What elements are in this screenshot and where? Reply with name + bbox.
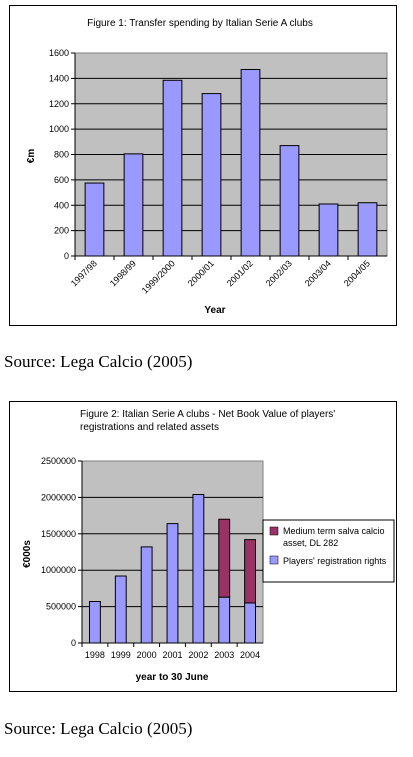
chart-1-x-tick-label: 1997/98: [69, 258, 99, 288]
chart-2-legend: Medium term salva calcio asset, DL 282 P…: [262, 519, 395, 583]
chart-1: Figure 1: Transfer spending by Italian S…: [26, 18, 388, 316]
chart-2-bar-segment: [218, 596, 231, 644]
chart-2-y-tick-label: 2000000: [41, 492, 76, 502]
chart-2-x-tick-label: 2000: [137, 650, 157, 660]
chart-2: Figure 2: Italian Serie A clubs - Net Bo…: [22, 409, 395, 683]
chart-2-x-tick-label: 2003: [214, 650, 234, 660]
chart-2-title-line-1: Figure 2: Italian Serie A clubs - Net Bo…: [80, 409, 335, 420]
chart-1-bar: [201, 93, 222, 257]
chart-2-bar-segment: [244, 539, 257, 604]
chart-2-bar-segment: [88, 601, 101, 644]
chart-1-bar: [279, 145, 300, 257]
chart-1-x-tick-label: 1998/99: [108, 258, 138, 288]
legend-label-salva-calcio-line-2: asset, DL 282: [283, 538, 338, 548]
chart-2-y-tick-label: 2500000: [41, 456, 76, 466]
chart-2-bar-segment: [140, 546, 153, 644]
legend-swatch-salva-calcio: [269, 526, 279, 536]
legend-label-registration-rights: Players' registration rights: [283, 556, 387, 566]
chart-2-x-tick-label: 1998: [85, 650, 105, 660]
chart-1-y-tick-label: 1400: [49, 73, 69, 83]
chart-2-bar-segment: [114, 575, 127, 644]
legend-box: [262, 519, 395, 583]
chart-2-x-tick-label: 2001: [162, 650, 182, 660]
chart-1-bar: [240, 68, 261, 257]
chart-2-y-tick-label: 500000: [46, 602, 76, 612]
chart-1-bar: [357, 202, 378, 257]
chart-1-x-axis-label: Year: [204, 305, 225, 316]
chart-1-x-tick-label: 1999/2000: [140, 258, 177, 295]
chart-1-bar: [84, 182, 105, 257]
chart-2-y-axis-label: €000s: [22, 540, 33, 568]
chart-1-y-tick-label: 1000: [49, 124, 69, 134]
chart-2-x-tick-label: 1999: [111, 650, 131, 660]
chart-2-bar-segment: [244, 602, 257, 644]
source-note-1: Source: Lega Calcio (2005): [4, 352, 193, 371]
chart-2-x-axis-label: year to 30 June: [136, 672, 209, 683]
chart-1-y-tick-label: 800: [54, 150, 69, 160]
legend-label-salva-calcio-line-1: Medium term salva calcio: [283, 526, 385, 536]
chart-1-y-tick-label: 1200: [49, 99, 69, 109]
chart-1-y-tick-label: 400: [54, 200, 69, 210]
chart-1-y-tick-label: 1600: [49, 48, 69, 58]
figure-2: Figure 2: Italian Serie A clubs - Net Bo…: [9, 401, 397, 692]
legend-swatch-registration-rights: [269, 555, 279, 565]
chart-1-x-tick-label: 2000/01: [186, 258, 216, 288]
chart-2-bar-segment: [192, 493, 205, 644]
source-note-2: Source: Lega Calcio (2005): [4, 719, 193, 738]
chart-1-x-tick-label: 2003/04: [303, 258, 333, 288]
figure-1: Figure 1: Transfer spending by Italian S…: [9, 5, 397, 326]
chart-2-y-tick-label: 1500000: [41, 529, 76, 539]
chart-1-x-tick-label: 2004/05: [342, 258, 372, 288]
chart-2-x-tick-label: 2002: [188, 650, 208, 660]
chart-1-y-tick-label: 200: [54, 226, 69, 236]
chart-1-y-axis-label: €m: [26, 149, 37, 164]
chart-1-x-tick-label: 2002/03: [264, 258, 294, 288]
chart-1-bar: [123, 153, 144, 257]
chart-2-bar-segment: [218, 518, 231, 598]
chart-1-bar: [162, 79, 183, 257]
chart-2-y-tick-label: 1000000: [41, 565, 76, 575]
chart-2-y-tick-label: 0: [71, 638, 76, 648]
chart-2-x-tick-label: 2004: [240, 650, 260, 660]
chart-1-title: Figure 1: Transfer spending by Italian S…: [87, 18, 313, 29]
chart-1-y-tick-label: 0: [64, 251, 69, 261]
chart-2-bar-segment: [166, 523, 179, 644]
chart-1-x-tick-label: 2001/02: [225, 258, 255, 288]
chart-2-title-line-2: registrations and related assets: [80, 422, 219, 433]
chart-1-bar: [318, 203, 339, 257]
chart-1-y-tick-label: 600: [54, 175, 69, 185]
